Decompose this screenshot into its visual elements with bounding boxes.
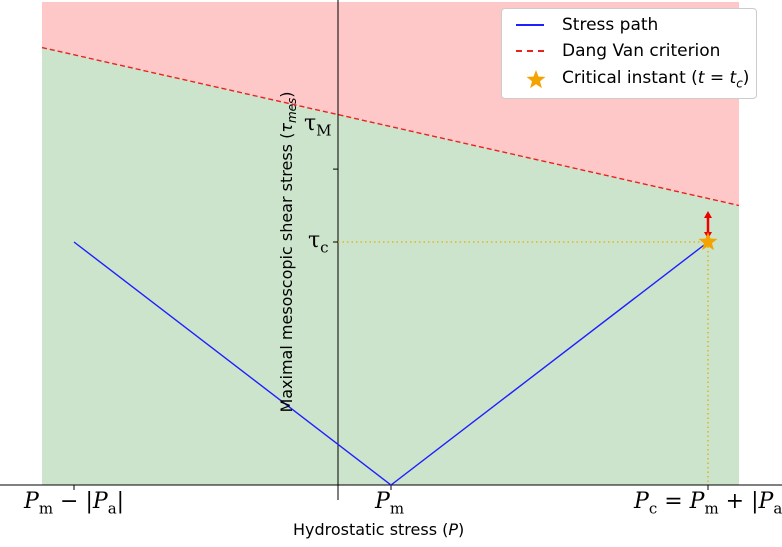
x-tick-label-pm: Pm — [375, 489, 405, 518]
tick-marks — [73, 168, 709, 490]
legend-label: Critical instant (t = tc) — [562, 67, 750, 91]
critical-instant-star — [698, 232, 718, 251]
safe-region — [42, 47, 739, 485]
y-tick-label-tau-m: τM — [304, 111, 332, 140]
legend: Stress path Dang Van criterion Critical … — [501, 8, 757, 99]
legend-item-critical-instant: Critical instant (t = tc) — [510, 67, 749, 91]
legend-item-dang-van: Dang Van criterion — [510, 39, 720, 63]
legend-swatch-solid-line — [510, 13, 550, 37]
x-tick-label-pm-minus-pa: Pm − |Pa| — [24, 489, 125, 518]
star-icon — [510, 67, 550, 91]
legend-item-stress-path: Stress path — [510, 13, 658, 37]
legend-label: Stress path — [562, 15, 659, 35]
x-tick-label-pc: Pc = Pm + |Pa| — [634, 489, 782, 518]
margin-arrow-head-up — [704, 210, 712, 218]
x-axis-label: Hydrostatic stress (P) — [293, 520, 465, 539]
y-tick-label-tau-c: τc — [308, 228, 329, 257]
legend-label: Dang Van criterion — [562, 41, 721, 61]
dang-van-criterion-line — [41, 46, 740, 207]
legend-swatch-dashed-line — [510, 39, 550, 63]
